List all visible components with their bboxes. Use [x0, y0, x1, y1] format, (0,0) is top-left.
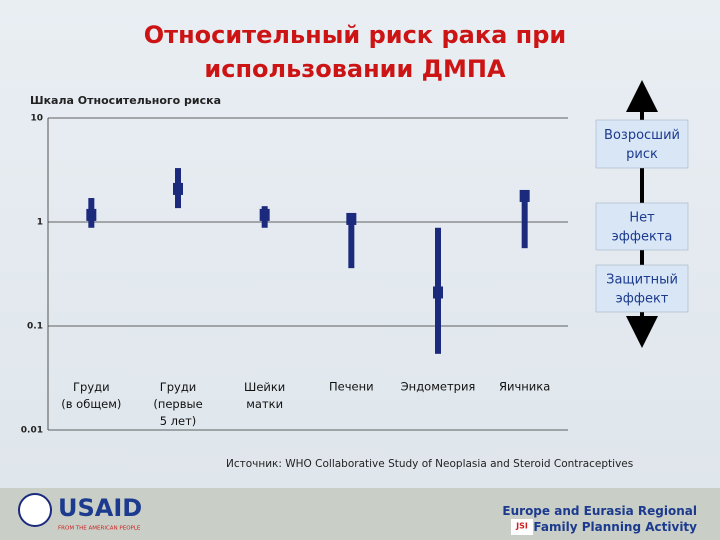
scale-label: Нет эффекта	[612, 210, 673, 244]
chart-title: Относительный риск рака при использовании…	[144, 21, 566, 83]
y-axis-label: Шкала Относительного риска	[30, 94, 221, 107]
seal	[18, 493, 52, 527]
x-tick-label: Груди (в общем)	[61, 380, 121, 411]
source: Источник: WHO Collaborative Study of Neo…	[226, 458, 633, 470]
scale-label: Возросший риск	[604, 128, 680, 162]
y-tick-label: 10	[30, 114, 43, 124]
x-tick-label: Груди (первые 5 лет)	[153, 380, 202, 428]
org: Europe and Eurasia Regional Family Planni…	[502, 504, 697, 534]
point-estimate	[433, 286, 443, 299]
x-tick-label: Шейки матки	[244, 380, 285, 411]
org-logo: JSI	[515, 522, 528, 531]
ci-bar	[521, 190, 528, 249]
x-tick-label: Эндометрия	[401, 380, 476, 394]
point-estimate	[346, 212, 357, 225]
logo-tagline: FROM THE AMERICAN PEOPLE	[58, 526, 141, 532]
x-tick-label: Яичника	[499, 380, 550, 394]
scale-label: Защитный эффект	[606, 272, 678, 306]
y-tick-label: 0.1	[27, 322, 43, 332]
scale-box	[595, 119, 689, 169]
logo: USAID	[58, 494, 142, 522]
point-estimate	[519, 189, 530, 202]
footer-band	[0, 488, 720, 540]
y-tick-label: 1	[37, 218, 43, 228]
ci-bar	[348, 213, 355, 269]
point-estimate	[86, 208, 97, 221]
y-tick-label: 0.01	[21, 426, 43, 436]
scale-box	[595, 202, 689, 251]
point-estimate	[259, 208, 270, 221]
scale-box	[595, 264, 689, 313]
org-logo-box	[511, 519, 533, 535]
point-estimate	[173, 182, 183, 195]
x-tick-label: Печени	[329, 380, 374, 394]
